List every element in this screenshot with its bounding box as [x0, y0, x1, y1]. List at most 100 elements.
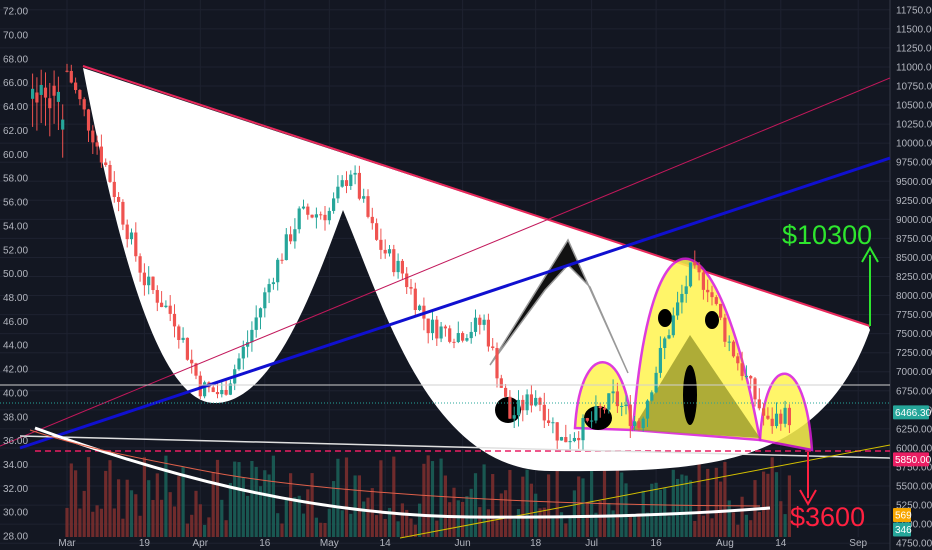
- candle-body: [215, 392, 220, 395]
- volume-bar: [375, 515, 379, 537]
- volume-bar: [357, 475, 361, 537]
- volume-bar: [624, 483, 628, 537]
- candle-body: [327, 210, 331, 221]
- candle-body: [203, 382, 207, 397]
- volume-bar: [676, 478, 680, 537]
- volume-bar: [736, 524, 740, 537]
- candle-body: [538, 397, 542, 405]
- candle-body: [332, 198, 336, 211]
- time-axis[interactable]: Mar 19 Apr 16 May 14 Jun 18 Jul 16 Aug 14 Sep: [58, 538, 867, 549]
- candle-body: [710, 292, 714, 298]
- x-axis-tick: Apr: [193, 538, 209, 549]
- x-axis-tick: Mar: [58, 538, 76, 549]
- candle-body: [198, 375, 202, 397]
- right-axis-tick: 5500.00: [896, 482, 932, 493]
- volume-bar: [727, 500, 731, 537]
- volume-bar: [667, 516, 671, 537]
- volume-bar: [693, 520, 697, 537]
- volume-bar: [559, 512, 564, 537]
- volume-bar: [74, 470, 78, 537]
- left-axis-tick: 38.00: [3, 412, 28, 423]
- candle-body: [224, 389, 228, 395]
- dark-mark: [658, 309, 672, 327]
- candle-body: [499, 378, 503, 388]
- candle-body: [680, 293, 684, 303]
- candle-body: [620, 405, 624, 407]
- candle-body: [701, 272, 705, 290]
- right-axis-tick: 5250.00: [896, 501, 932, 512]
- right-axis-tick: 7000.00: [896, 367, 932, 378]
- candle-body: [602, 408, 607, 410]
- candle-body: [671, 315, 675, 336]
- right-axis-tick: 6250.00: [896, 424, 932, 435]
- right-price-axis[interactable]: 11750.00 11500.00 11250.00 11000.00 10750.00…: [893, 5, 932, 550]
- candle-body: [125, 224, 129, 240]
- volume-bar: [581, 478, 585, 537]
- candle-body: [607, 393, 611, 410]
- volume-bar: [215, 459, 220, 537]
- white-trendline: [19, 435, 891, 459]
- volume-bar: [491, 474, 495, 537]
- volume-bar: [516, 508, 521, 537]
- price-badge-label: 346: [895, 525, 912, 536]
- left-axis-tick: 60.00: [3, 150, 28, 161]
- right-axis-tick: 9000.00: [896, 215, 932, 226]
- volume-bar: [293, 497, 297, 537]
- volume-bar: [147, 480, 151, 537]
- candle-body: [478, 317, 482, 325]
- left-axis-tick: 34.00: [3, 460, 28, 471]
- volume-bar: [172, 506, 177, 537]
- volume-bar: [280, 523, 284, 537]
- candle-body: [719, 303, 723, 318]
- volume-bar: [628, 516, 632, 537]
- candle-body: [155, 290, 159, 303]
- candle-body: [706, 289, 710, 293]
- volume-bar: [607, 502, 611, 537]
- volume-bar: [142, 457, 146, 537]
- volume-bar: [164, 455, 168, 537]
- volume-bar: [306, 489, 310, 537]
- candle-body: [482, 319, 486, 325]
- price-badge: [893, 507, 911, 522]
- candle-body: [650, 392, 654, 401]
- candle-body: [392, 249, 396, 273]
- candle-body: [624, 404, 628, 406]
- candle-body: [693, 262, 697, 266]
- candle-body: [48, 98, 52, 109]
- volume-bar: [82, 490, 86, 537]
- candle-body: [547, 420, 551, 424]
- volume-bar: [69, 463, 73, 537]
- volume-bar: [134, 494, 138, 537]
- x-axis-tick: 16: [651, 538, 663, 549]
- volume-bar: [78, 508, 82, 537]
- x-axis-tick: Jun: [455, 538, 471, 549]
- candle-body: [168, 305, 172, 314]
- volume-bar: [473, 473, 478, 537]
- candle-body: [43, 87, 48, 98]
- volume-bar: [344, 457, 349, 537]
- volume-bar: [577, 476, 581, 537]
- candle-body: [400, 260, 404, 274]
- left-axis-tick: 42.00: [3, 365, 28, 376]
- right-axis-tick: 5000.00: [896, 520, 932, 531]
- right-axis-tick: 5750.00: [896, 462, 932, 473]
- price-badge: [893, 452, 929, 467]
- candle-body: [314, 214, 318, 218]
- candle-body: [555, 422, 559, 441]
- candle-body: [448, 328, 452, 342]
- volume-bar: [572, 490, 576, 537]
- volume-bar: [194, 490, 198, 537]
- candle-body: [542, 404, 546, 421]
- volume-bar: [185, 523, 189, 537]
- volume-bar: [112, 508, 116, 537]
- candle-body: [142, 272, 146, 286]
- right-axis-tick: 10500.00: [896, 101, 932, 112]
- candle-body: [181, 337, 185, 340]
- x-axis-tick: 14: [775, 538, 787, 549]
- right-axis-tick: 8250.00: [896, 272, 932, 283]
- right-axis-tick: 11500.00: [896, 24, 932, 35]
- candle-body: [628, 404, 632, 426]
- triangle-mark: [489, 238, 629, 374]
- candle-body: [177, 326, 181, 340]
